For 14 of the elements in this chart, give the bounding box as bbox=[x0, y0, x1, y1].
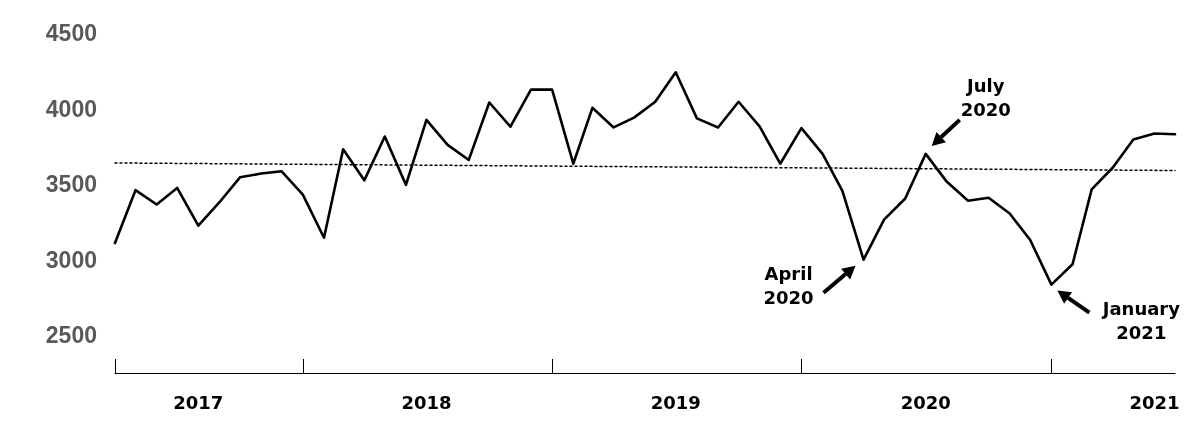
x-tick-label: 2020 bbox=[900, 391, 951, 413]
x-tick-label: 2019 bbox=[650, 391, 701, 413]
line-series bbox=[113, 70, 1177, 286]
y-tick-label: 3000 bbox=[45, 246, 97, 273]
annotation: July 2020 bbox=[960, 74, 1011, 120]
x-tick-label: 2018 bbox=[401, 391, 452, 413]
y-tick-label: 4500 bbox=[45, 20, 97, 46]
annotation: January 2021 bbox=[1100, 297, 1181, 343]
x-tick-label: 2021 bbox=[1129, 391, 1180, 413]
x-tick-label: 2017 bbox=[173, 391, 224, 413]
y-tick-label: 3500 bbox=[45, 171, 97, 198]
y-tick-label: 4000 bbox=[45, 95, 97, 122]
y-tick-label: 2500 bbox=[45, 322, 97, 349]
annotation: April 2020 bbox=[763, 262, 814, 308]
